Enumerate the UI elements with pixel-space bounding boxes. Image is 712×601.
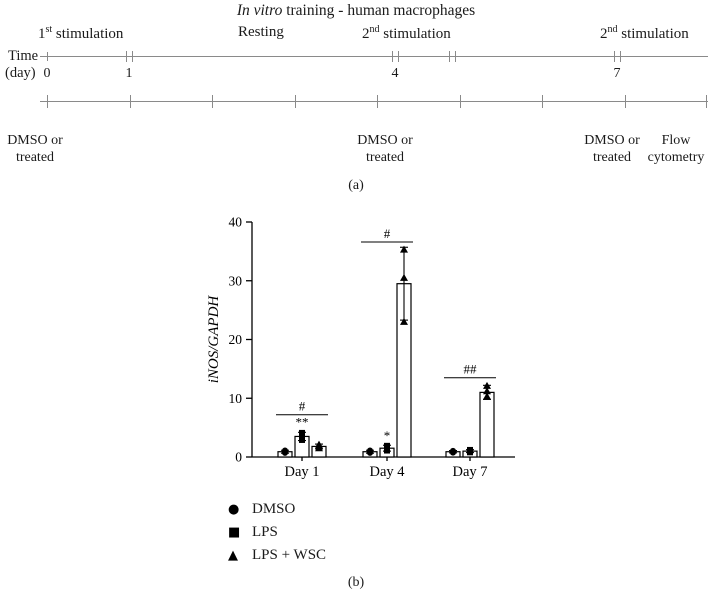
flow-cytometry-label: Flow cytometry bbox=[644, 133, 708, 166]
significance-label: # bbox=[384, 226, 391, 241]
panel-a-label: (a) bbox=[348, 178, 364, 193]
y-axis-label: iNOS/GAPDH bbox=[206, 295, 222, 384]
significance-label: ** bbox=[296, 414, 309, 429]
treatment-label-day4: DMSO or treated bbox=[350, 133, 420, 166]
treatment-line2: treated bbox=[15, 149, 55, 165]
data-point-circle bbox=[282, 447, 288, 454]
timeline-tick bbox=[47, 95, 49, 108]
data-point-triangle bbox=[483, 387, 491, 395]
timeline-tick bbox=[542, 95, 544, 108]
time-axis-label: Time bbox=[8, 48, 39, 64]
data-point-square bbox=[299, 436, 305, 443]
treatment-label-day7: DMSO or treated bbox=[577, 133, 647, 166]
timeline-tick bbox=[460, 95, 462, 108]
treatment-line1: DMSO or bbox=[584, 133, 640, 148]
figure-title: In vitro training - human macrophages bbox=[0, 2, 712, 20]
figure-title-italic: In vitro bbox=[236, 2, 283, 19]
legend-label-lps: LPS bbox=[252, 524, 278, 540]
circle-marker-icon: ● bbox=[228, 502, 240, 517]
treatment-line2: treated bbox=[592, 149, 632, 165]
data-point-circle bbox=[367, 447, 373, 454]
treatment-label-day0: DMSO or treated bbox=[4, 133, 66, 166]
phase-num: 2 bbox=[600, 26, 608, 42]
treatment-line1: DMSO or bbox=[357, 133, 413, 148]
phase-text: Resting bbox=[238, 24, 284, 40]
y-tick-label: 20 bbox=[229, 332, 243, 347]
timeline-tick bbox=[130, 95, 132, 108]
axis-break-mark bbox=[126, 51, 128, 62]
timeline-lower-line bbox=[40, 101, 708, 102]
data-point-square bbox=[299, 429, 305, 436]
x-tick-label: Day 1 bbox=[284, 464, 319, 480]
axis-break-mark bbox=[455, 51, 457, 62]
data-point-square bbox=[299, 433, 305, 440]
significance-label: # bbox=[299, 399, 306, 414]
data-point-triangle bbox=[400, 317, 408, 325]
data-point-triangle bbox=[483, 381, 491, 389]
phase-sup: st bbox=[45, 24, 53, 35]
data-point-triangle bbox=[400, 245, 408, 253]
timeline-tick bbox=[625, 95, 627, 108]
phase-sup: nd bbox=[607, 24, 618, 35]
legend-item-lps-wsc: ▲ LPS + WSC bbox=[228, 544, 326, 567]
data-point-triangle bbox=[400, 273, 408, 281]
timeline-tick bbox=[212, 95, 214, 108]
bar-triangle bbox=[479, 391, 495, 458]
phase-text: stimulation bbox=[617, 26, 689, 42]
figure-title-rest: training - human macrophages bbox=[282, 2, 476, 19]
y-tick-label: 0 bbox=[235, 450, 242, 465]
data-point-circle bbox=[450, 447, 456, 454]
timeline-tick bbox=[295, 95, 297, 108]
data-point-square bbox=[384, 442, 390, 449]
phase-label-second-stimulation-late: 2nd stimulation bbox=[600, 24, 689, 43]
phase-label-second-stimulation: 2nd stimulation bbox=[362, 24, 451, 43]
y-tick-label: 30 bbox=[229, 273, 243, 288]
day-tick-4: 4 bbox=[391, 66, 399, 81]
axis-break-mark bbox=[620, 51, 622, 62]
x-tick-label: Day 4 bbox=[369, 464, 405, 480]
time-axis-unit: (day) bbox=[5, 65, 36, 81]
data-point-square bbox=[467, 446, 473, 453]
panel-b-label: (b) bbox=[347, 575, 365, 590]
axis-break-mark bbox=[614, 51, 616, 62]
timeline-upper-line bbox=[40, 56, 708, 57]
phase-text: stimulation bbox=[379, 26, 451, 42]
timeline-tick-day0 bbox=[47, 52, 49, 61]
axis-break-mark bbox=[449, 51, 451, 62]
square-marker-icon: ■ bbox=[228, 525, 241, 540]
phase-text: stimulation bbox=[52, 26, 124, 42]
timeline-tick bbox=[377, 95, 379, 108]
phase-sup: nd bbox=[369, 24, 380, 35]
treatment-line1: DMSO or bbox=[7, 133, 63, 148]
legend-item-dmso: ● DMSO bbox=[228, 498, 326, 521]
y-tick-label: 40 bbox=[229, 215, 243, 230]
legend-label-lps-wsc: LPS + WSC bbox=[252, 547, 327, 563]
legend-label-dmso: DMSO bbox=[252, 501, 296, 517]
legend-item-lps: ■ LPS bbox=[228, 521, 326, 544]
axis-break-mark bbox=[392, 51, 394, 62]
axis-break-mark bbox=[398, 51, 400, 62]
data-point-triangle bbox=[483, 392, 491, 400]
treatment-line2: cytometry bbox=[647, 149, 705, 165]
phase-label-first-stimulation: 1st stimulation bbox=[38, 24, 123, 43]
day-tick-1: 1 bbox=[125, 66, 133, 81]
phase-num: 2 bbox=[362, 26, 370, 42]
significance-label: ## bbox=[464, 362, 478, 377]
axis-break-mark bbox=[132, 51, 134, 62]
significance-label: * bbox=[384, 428, 391, 443]
y-tick-label: 10 bbox=[229, 391, 243, 406]
phase-num: 1 bbox=[38, 26, 46, 42]
day-tick-7: 7 bbox=[613, 66, 621, 81]
x-tick-label: Day 7 bbox=[452, 464, 487, 480]
triangle-marker-icon: ▲ bbox=[228, 548, 238, 563]
day-tick-0: 0 bbox=[43, 66, 51, 81]
treatment-line2: treated bbox=[365, 149, 405, 165]
timeline-tick bbox=[706, 95, 708, 108]
phase-label-resting: Resting bbox=[238, 24, 284, 41]
treatment-line1: Flow bbox=[661, 133, 691, 148]
chart-legend: ● DMSO ■ LPS ▲ LPS + WSC bbox=[228, 498, 326, 567]
data-point-triangle bbox=[315, 440, 323, 448]
